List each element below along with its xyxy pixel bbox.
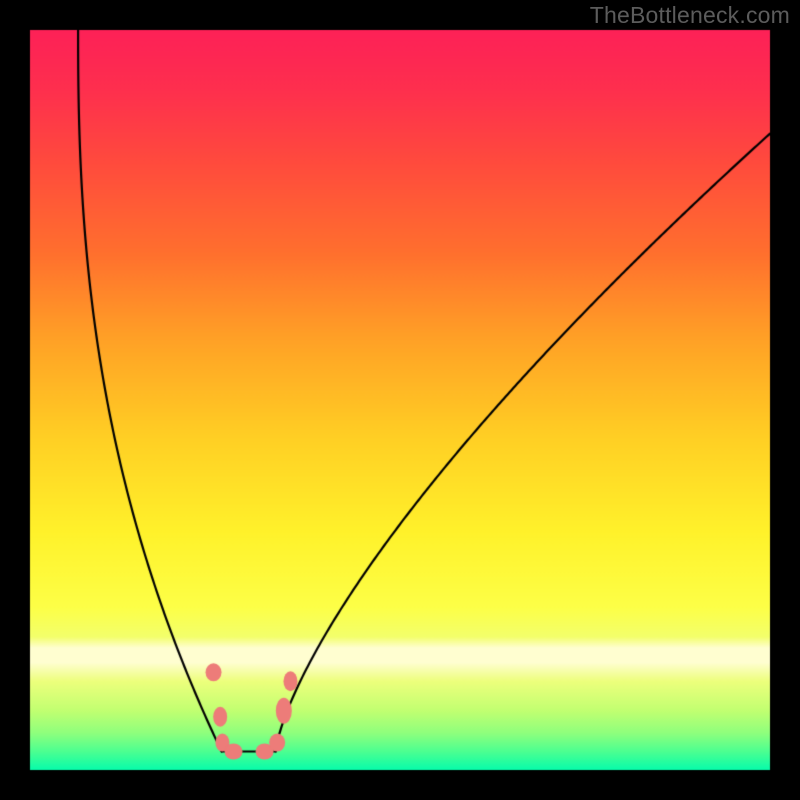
bottleneck-curve-chart — [0, 0, 800, 800]
chart-stage: TheBottleneck.com — [0, 0, 800, 800]
watermark-label: TheBottleneck.com — [590, 2, 790, 29]
